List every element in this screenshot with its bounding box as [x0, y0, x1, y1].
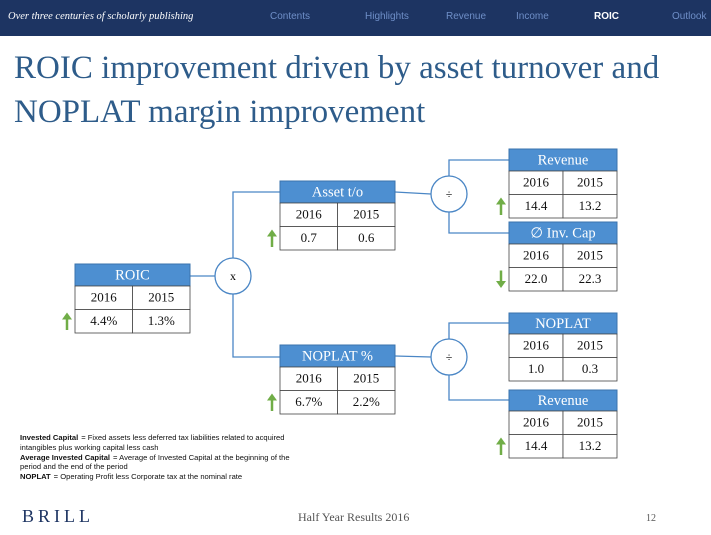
- value: 6.7%: [295, 394, 322, 409]
- nav-bar: Over three centuries of scholarly publis…: [0, 0, 711, 36]
- value: 1.3%: [148, 313, 175, 328]
- year: 2016: [523, 175, 550, 190]
- node-label: NOPLAT: [535, 316, 591, 332]
- year: 2016: [296, 371, 323, 386]
- trend-arrow-head: [267, 229, 277, 237]
- trend-arrow-head: [496, 197, 506, 205]
- year: 2016: [523, 338, 550, 353]
- value: 1.0: [528, 361, 544, 376]
- tagline: Over three centuries of scholarly publis…: [8, 11, 194, 22]
- cell: [337, 226, 396, 251]
- value: 22.0: [525, 271, 548, 286]
- cell: [562, 194, 618, 219]
- value: 0.3: [582, 361, 598, 376]
- note: Invested Capital = Fixed assets less defe…: [20, 433, 310, 453]
- value: 13.2: [579, 198, 602, 213]
- nav-item[interactable]: Highlights: [365, 11, 409, 22]
- trend-arrow-head: [62, 312, 72, 320]
- year: 2015: [577, 338, 603, 353]
- trend-arrow-head: [267, 393, 277, 401]
- year: 2015: [577, 175, 603, 190]
- operator: x: [230, 269, 236, 283]
- note-term: Invested Capital: [20, 433, 79, 442]
- value: 22.3: [579, 271, 602, 286]
- connector: [394, 191, 432, 195]
- year: 2016: [523, 248, 550, 263]
- nav-item[interactable]: Income: [516, 11, 549, 22]
- year: 2015: [577, 248, 603, 263]
- node-label: Revenue: [538, 393, 589, 409]
- slide-title: ROIC improvement driven by asset turnove…: [14, 50, 660, 130]
- cell: [337, 390, 396, 415]
- trend-arrow-head: [496, 437, 506, 445]
- nav-item[interactable]: Outlook: [672, 11, 707, 22]
- node-label: Revenue: [538, 152, 589, 168]
- footer-text: Half Year Results 2016: [298, 510, 410, 524]
- year: 2015: [353, 207, 379, 222]
- year: 2016: [523, 415, 550, 430]
- node-label: ∅ Inv. Cap: [530, 225, 595, 241]
- value: 14.4: [525, 438, 548, 453]
- note-term: NOPLAT: [20, 472, 51, 482]
- page-number: 12: [646, 513, 656, 524]
- cell: [562, 434, 618, 459]
- value: 14.4: [525, 198, 548, 213]
- year: 2015: [353, 371, 379, 386]
- operator-circle: [430, 175, 468, 213]
- year: 2015: [148, 290, 174, 305]
- note-text: = Operating Profit less Corporate tax at…: [53, 472, 243, 482]
- trend-arrow-head: [496, 281, 506, 288]
- operator: ÷: [446, 350, 453, 364]
- brand: BRILL: [22, 506, 94, 526]
- operator: ÷: [446, 187, 453, 201]
- connector: [394, 355, 432, 358]
- year: 2015: [577, 415, 603, 430]
- cell: [132, 309, 191, 334]
- note-text: = Average of Invested Capital at the beg…: [20, 452, 290, 472]
- node-label: NOPLAT %: [302, 348, 373, 364]
- node-label: ROIC: [115, 267, 150, 283]
- value: 0.6: [358, 230, 375, 245]
- cell: [562, 267, 618, 292]
- note-term: Average Invested Capital: [20, 452, 111, 462]
- year: 2016: [296, 207, 323, 222]
- value: 2.2%: [353, 394, 380, 409]
- nav-item[interactable]: Contents: [270, 11, 311, 22]
- node-label: Asset t/o: [312, 184, 363, 200]
- year: 2016: [91, 290, 118, 305]
- note-text: = Fixed assets less deferred tax liabili…: [20, 433, 285, 452]
- value: 0.7: [301, 230, 318, 245]
- cell: [562, 357, 618, 382]
- note: NOPLAT = Operating Profit less Corporate …: [20, 472, 310, 482]
- note: Average Invested Capital = Average of Inv…: [20, 453, 310, 473]
- nav-item[interactable]: Revenue: [446, 11, 487, 22]
- value: 13.2: [579, 438, 602, 453]
- operator-circle: [214, 257, 252, 295]
- value: 4.4%: [90, 313, 117, 328]
- operator-circle: [430, 338, 468, 376]
- notes: Invested Capital = Fixed assets less defe…: [20, 433, 310, 482]
- nav-item[interactable]: ROIC: [594, 11, 619, 22]
